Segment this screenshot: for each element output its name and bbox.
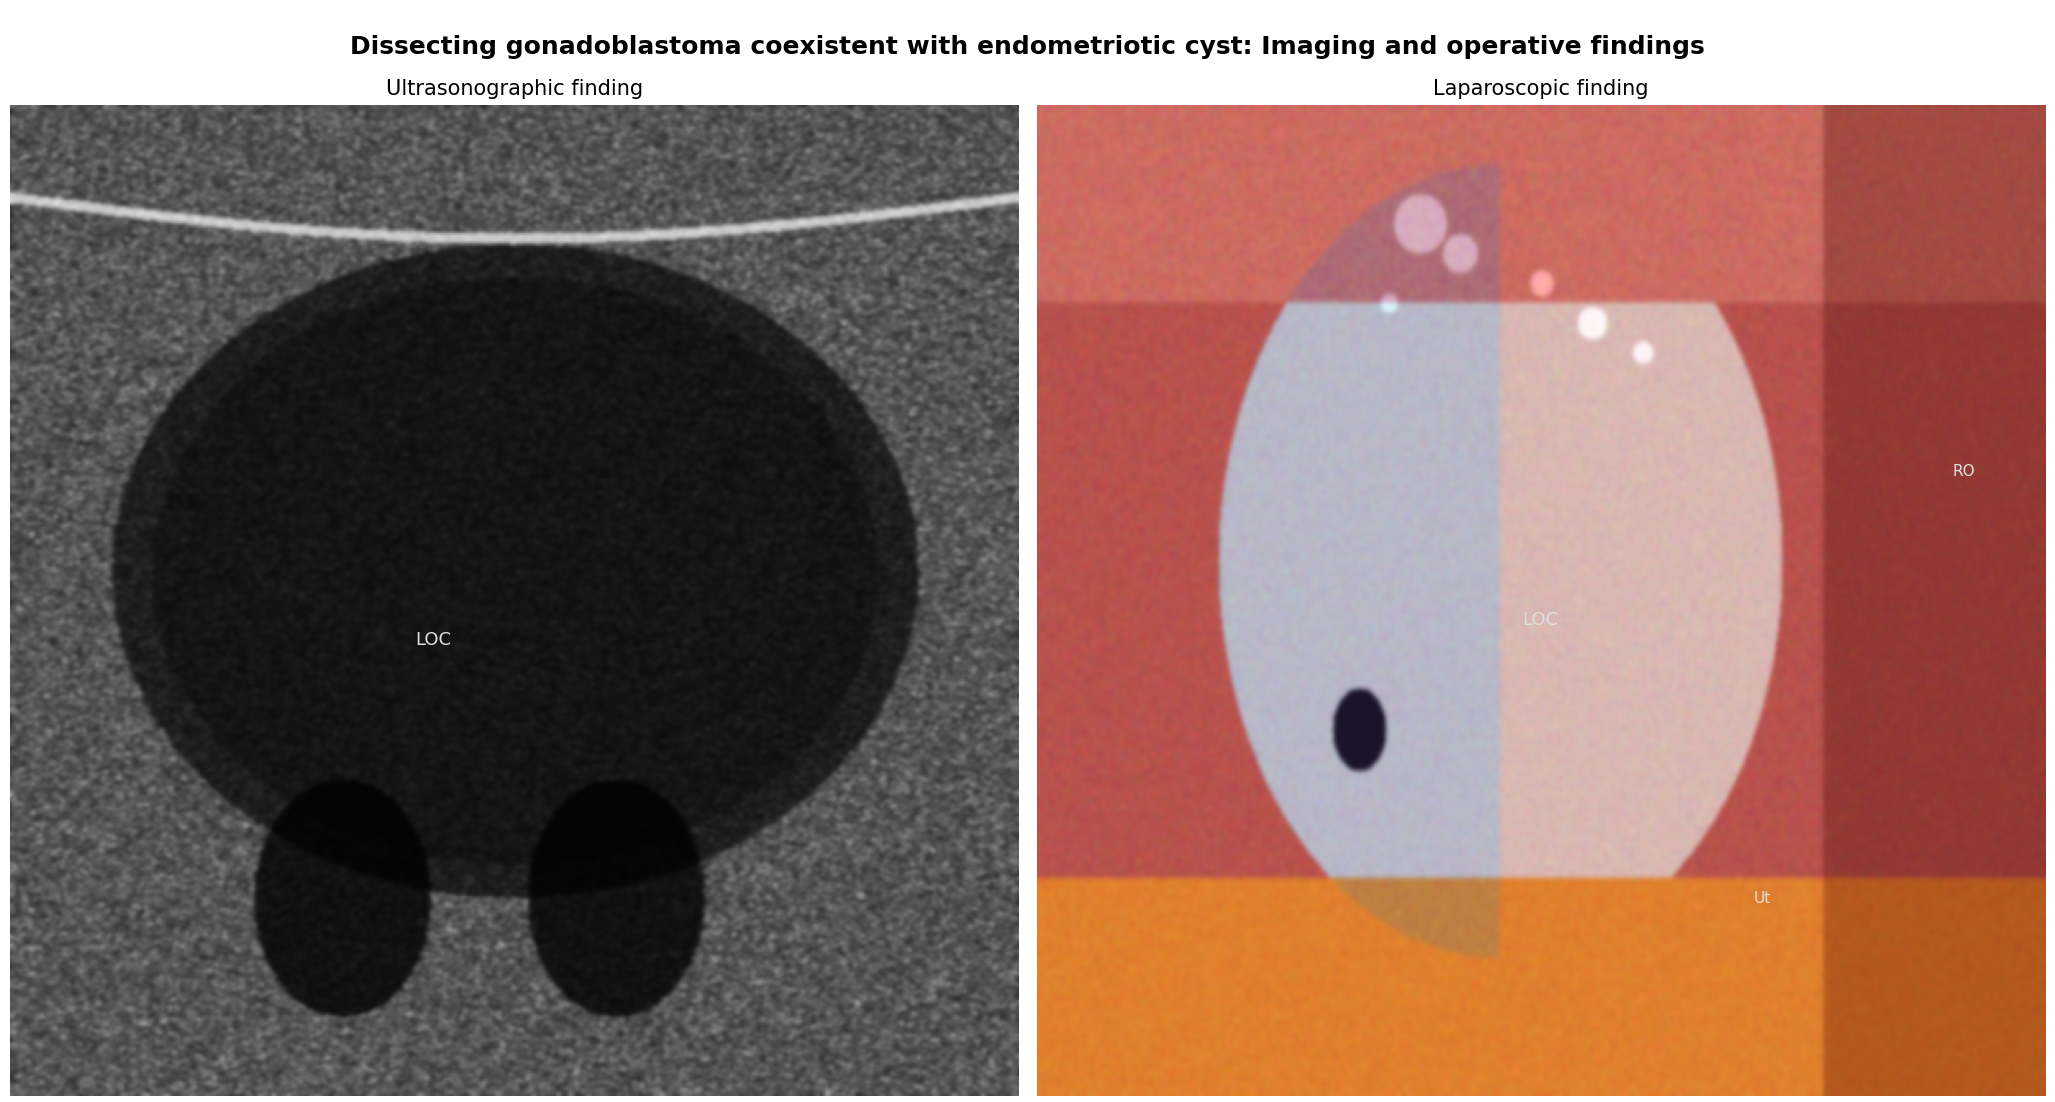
- Text: LOC: LOC: [1523, 612, 1558, 629]
- Title: Laparoscopic finding: Laparoscopic finding: [1432, 79, 1648, 99]
- Text: RO: RO: [1952, 464, 1975, 479]
- Text: LOC: LOC: [415, 631, 452, 649]
- Text: Dissecting gonadoblastoma coexistent with endometriotic cyst: Imaging and operat: Dissecting gonadoblastoma coexistent wit…: [349, 35, 1706, 60]
- Text: Ut: Ut: [1753, 890, 1771, 906]
- Title: Ultrasonographic finding: Ultrasonographic finding: [386, 79, 643, 99]
